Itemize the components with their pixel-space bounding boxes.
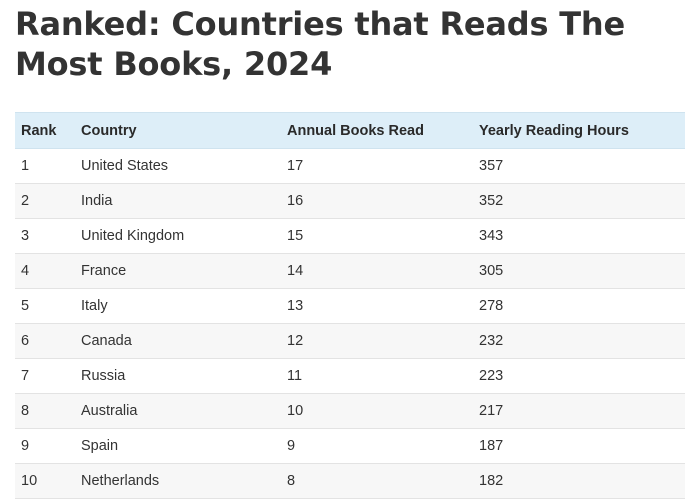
cell-annual-books: 13 xyxy=(281,288,473,324)
cell-country: France xyxy=(75,253,281,289)
header-country: Country xyxy=(75,112,281,149)
cell-annual-books: 11 xyxy=(281,358,473,394)
table-row: 1 United States 17 357 xyxy=(15,148,685,184)
ranking-table: Rank Country Annual Books Read Yearly Re… xyxy=(15,112,685,499)
cell-annual-books: 10 xyxy=(281,393,473,429)
cell-annual-books: 16 xyxy=(281,183,473,219)
cell-rank: 8 xyxy=(15,393,75,429)
cell-annual-books: 12 xyxy=(281,323,473,359)
cell-reading-hours: 232 xyxy=(473,323,685,359)
cell-rank: 1 xyxy=(15,148,75,184)
table-row: 6 Canada 12 232 xyxy=(15,323,685,359)
header-yearly-reading-hours: Yearly Reading Hours xyxy=(473,112,685,149)
cell-rank: 4 xyxy=(15,253,75,289)
cell-rank: 7 xyxy=(15,358,75,394)
cell-reading-hours: 278 xyxy=(473,288,685,324)
cell-reading-hours: 357 xyxy=(473,148,685,184)
cell-annual-books: 17 xyxy=(281,148,473,184)
cell-country: Netherlands xyxy=(75,463,281,499)
cell-country: Spain xyxy=(75,428,281,464)
cell-annual-books: 15 xyxy=(281,218,473,254)
cell-rank: 2 xyxy=(15,183,75,219)
page-title: Ranked: Countries that Reads The Most Bo… xyxy=(15,5,626,83)
cell-reading-hours: 217 xyxy=(473,393,685,429)
cell-country: Canada xyxy=(75,323,281,359)
cell-annual-books: 9 xyxy=(281,428,473,464)
cell-reading-hours: 343 xyxy=(473,218,685,254)
cell-rank: 3 xyxy=(15,218,75,254)
cell-reading-hours: 187 xyxy=(473,428,685,464)
cell-rank: 5 xyxy=(15,288,75,324)
cell-country: India xyxy=(75,183,281,219)
cell-country: United States xyxy=(75,148,281,184)
cell-country: Russia xyxy=(75,358,281,394)
table-row: 2 India 16 352 xyxy=(15,183,685,219)
table-row: 3 United Kingdom 15 343 xyxy=(15,218,685,254)
cell-annual-books: 8 xyxy=(281,463,473,499)
cell-rank: 10 xyxy=(15,463,75,499)
table-row: 10 Netherlands 8 182 xyxy=(15,463,685,499)
table-row: 7 Russia 11 223 xyxy=(15,358,685,394)
table-row: 4 France 14 305 xyxy=(15,253,685,289)
table-row: 9 Spain 9 187 xyxy=(15,428,685,464)
cell-reading-hours: 352 xyxy=(473,183,685,219)
cell-rank: 6 xyxy=(15,323,75,359)
table-header-row: Rank Country Annual Books Read Yearly Re… xyxy=(15,112,685,149)
table-row: 5 Italy 13 278 xyxy=(15,288,685,324)
table-row: 8 Australia 10 217 xyxy=(15,393,685,429)
cell-reading-hours: 305 xyxy=(473,253,685,289)
cell-country: Australia xyxy=(75,393,281,429)
cell-reading-hours: 182 xyxy=(473,463,685,499)
cell-country: Italy xyxy=(75,288,281,324)
header-rank: Rank xyxy=(15,112,75,149)
header-annual-books-read: Annual Books Read xyxy=(281,112,473,149)
cell-reading-hours: 223 xyxy=(473,358,685,394)
cell-annual-books: 14 xyxy=(281,253,473,289)
cell-rank: 9 xyxy=(15,428,75,464)
cell-country: United Kingdom xyxy=(75,218,281,254)
